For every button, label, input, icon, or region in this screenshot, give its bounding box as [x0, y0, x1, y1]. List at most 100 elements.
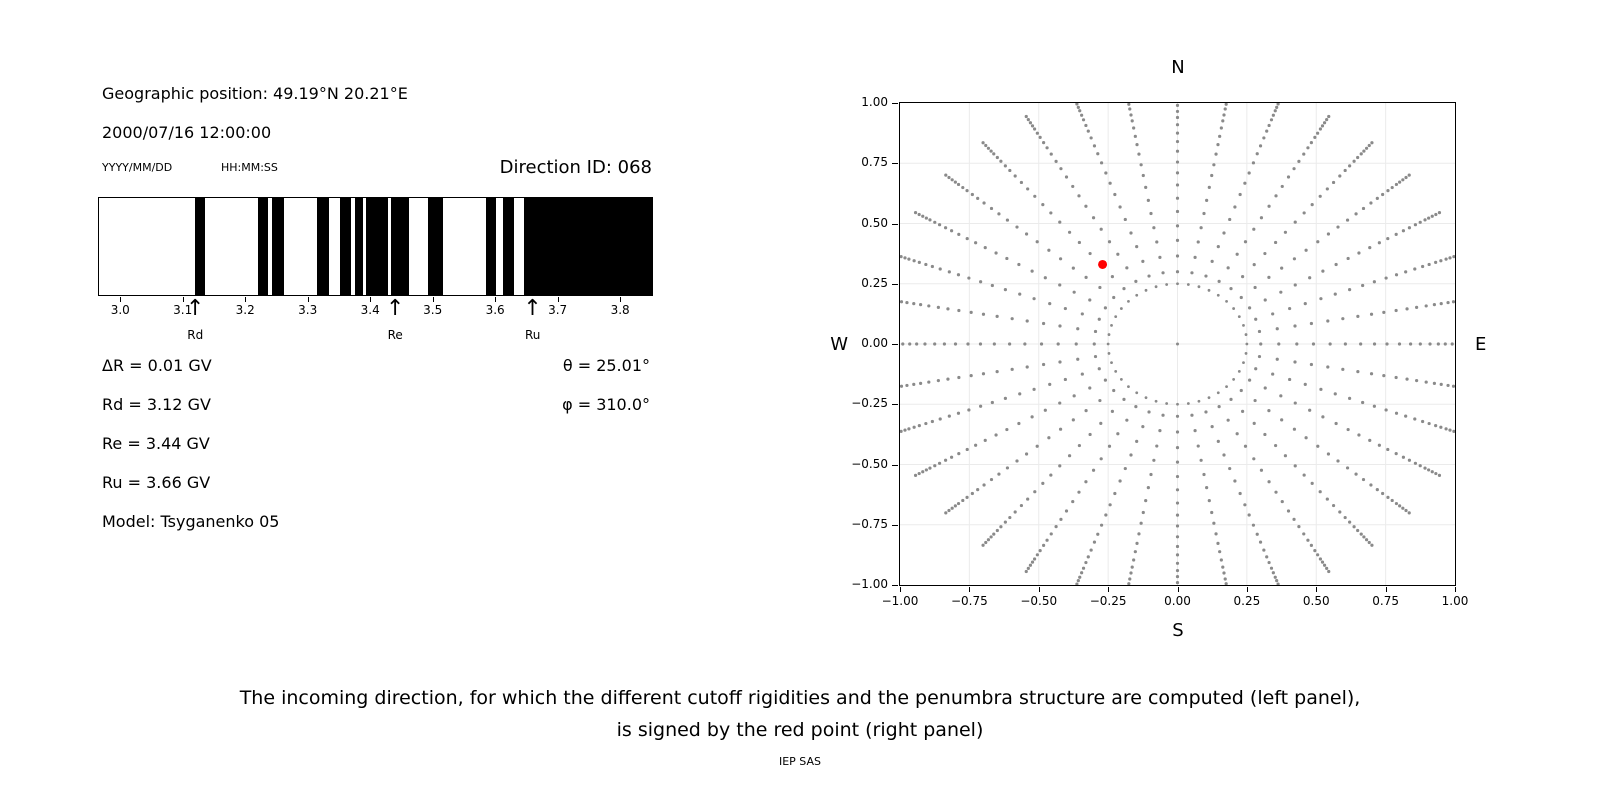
direction-dot: [1059, 167, 1063, 171]
direction-dot: [1352, 159, 1356, 163]
direction-dot: [1015, 225, 1019, 229]
direction-dot: [1161, 413, 1165, 417]
penumbra-band: [195, 198, 206, 295]
direction-dot: [1450, 342, 1454, 346]
direction-dot: [1316, 240, 1320, 244]
direction-dot: [1207, 499, 1211, 503]
ring-dot: [1154, 285, 1158, 289]
direction-dot: [1271, 372, 1275, 376]
direction-dot: [989, 477, 994, 482]
scatter-ytick-label: 0.25: [861, 275, 888, 290]
direction-dot: [994, 251, 998, 255]
phi-text: φ = 310.0°: [562, 395, 650, 414]
direction-dot: [1313, 135, 1317, 139]
direction-dot: [903, 428, 907, 432]
direction-dot: [1175, 580, 1180, 585]
direction-dot: [1421, 419, 1425, 424]
direction-dot: [982, 483, 986, 487]
direction-dot: [1362, 535, 1366, 539]
direction-dot: [1058, 257, 1063, 261]
direction-dot: [1259, 468, 1264, 472]
direction-dot: [1017, 421, 1021, 426]
direction-dot: [1304, 248, 1308, 252]
direction-dot: [1127, 103, 1131, 106]
direction-dot: [1226, 266, 1230, 270]
direction-dot: [946, 307, 950, 311]
direction-dot: [1084, 275, 1088, 279]
direction-dot: [1243, 444, 1248, 448]
direction-dot: [1357, 433, 1361, 437]
direction-dot: [1297, 159, 1301, 163]
direction-dot: [1334, 262, 1338, 267]
direction-dot: [1071, 499, 1075, 504]
direction-dot: [1386, 189, 1390, 193]
direction-dot: [1023, 342, 1027, 346]
direction-dot: [1428, 342, 1432, 346]
direction-dot: [1071, 418, 1075, 422]
direction-dot: [1343, 168, 1347, 173]
direction-dot: [1038, 549, 1042, 553]
direction-dot: [1263, 251, 1267, 256]
direction-dot: [1041, 362, 1046, 367]
direction-dot: [1444, 257, 1448, 261]
direction-dot: [1271, 113, 1275, 117]
direction-dot: [1276, 103, 1280, 106]
direction-dot: [1310, 481, 1314, 485]
direction-dot: [1304, 436, 1308, 440]
direction-dot: [1254, 367, 1258, 371]
direction-dot: [1049, 211, 1053, 215]
direction-dot: [1361, 477, 1366, 482]
direction-dot: [1028, 121, 1033, 125]
direction-dot: [1133, 134, 1137, 138]
direction-dot: [1216, 541, 1220, 545]
direction-dot: [1104, 513, 1108, 517]
direction-dot: [1059, 517, 1063, 521]
direction-dot: [1310, 203, 1314, 207]
direction-dot: [1370, 141, 1374, 145]
direction-dot: [1292, 257, 1297, 261]
direction-dot: [1107, 444, 1112, 448]
direction-dot: [1058, 360, 1062, 364]
scatter-xtick-label: 0.00: [1164, 594, 1191, 608]
direction-dot: [946, 377, 950, 381]
direction-dot: [1222, 571, 1226, 575]
direction-dot: [957, 375, 961, 380]
scatter-xtick-label: −1.00: [881, 594, 919, 608]
direction-dot: [1108, 503, 1112, 507]
direction-dot: [1116, 432, 1120, 436]
direction-dot: [1049, 473, 1053, 477]
direction-dot: [1398, 180, 1402, 184]
direction-dot: [1257, 354, 1262, 359]
direction-dot: [1128, 577, 1132, 581]
direction-dot: [1017, 262, 1021, 267]
direction-dot: [1430, 214, 1434, 218]
direction-dot: [1108, 181, 1112, 185]
direction-dot: [969, 373, 973, 378]
scatter-xtick-label: 0.75: [1372, 594, 1399, 608]
direction-dot: [1341, 317, 1345, 321]
direction-dot: [1076, 357, 1080, 361]
direction-dot: [1089, 548, 1093, 552]
direction-dot: [979, 280, 983, 284]
direction-dot: [1252, 263, 1256, 267]
direction-dot: [1207, 185, 1211, 189]
ring-dot: [1216, 293, 1220, 297]
direction-dot: [1267, 123, 1271, 128]
direction-dot: [1190, 271, 1194, 275]
scatter-ytick-mark: [892, 524, 898, 526]
direction-dot: [1144, 499, 1148, 503]
direction-dot: [1265, 129, 1269, 133]
direction-dot: [912, 302, 916, 306]
direction-dot: [974, 443, 978, 447]
scatter-ytick-label: −0.75: [851, 516, 888, 531]
direction-dot: [1384, 276, 1388, 280]
direction-dot: [1280, 499, 1284, 504]
direction-dot: [1280, 184, 1284, 189]
direction-dot: [1334, 421, 1338, 426]
direction-dot: [1092, 144, 1097, 148]
direction-dot: [1086, 129, 1090, 133]
direction-dot: [1107, 240, 1112, 244]
scatter-ytick-mark: [892, 585, 898, 586]
ring-dot: [1154, 399, 1158, 403]
cutoff-arrow-label-re: Re: [387, 328, 403, 342]
